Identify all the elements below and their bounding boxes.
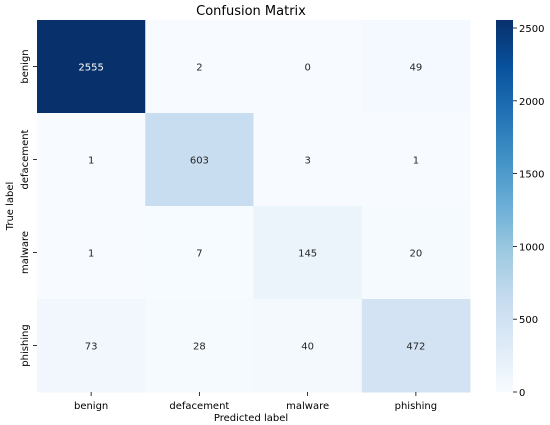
cell-value-label: 2 [196,63,202,74]
cell-value-label: 28 [193,342,206,353]
x-tick-label: malware [286,401,329,412]
cell-value-label: 1 [88,156,94,167]
y-tick-labels: benign defacement malware phishing [20,49,37,367]
heatmap-cell [253,113,363,207]
heatmap-cell [37,206,146,300]
chart-title: Confusion Matrix [196,4,306,19]
heatmap-cell [253,206,363,300]
cell-value-label: 40 [301,342,314,353]
colorbar-tick-label: 1000 [519,242,544,253]
heatmap-cell [145,299,254,393]
heatmap-cell [361,206,471,300]
heatmap-cell [37,113,146,207]
cell-value-label: 20 [410,249,423,260]
y-tick-label: malware [20,231,31,274]
colorbar-tick-label: 2500 [519,24,544,35]
y-tick-label: phishing [20,324,31,366]
cell-value-label: 3 [304,156,310,167]
x-tick-label: defacement [169,401,229,412]
cell-value-label: 1 [88,249,94,260]
cell-value-label: 7 [196,249,202,260]
cell-value-label: 2555 [78,63,103,74]
heatmap-cell [37,20,146,114]
colorbar [496,20,513,392]
x-tick-labels: benign defacement malware phishing [74,392,437,412]
heatmap-cell [37,299,146,393]
colorbar-tick-label: 1500 [519,170,544,181]
y-tick-label: defacement [20,129,31,189]
x-tick-label: phishing [395,401,437,412]
cell-value-label: 49 [410,63,423,74]
cell-value-label: 603 [190,156,209,167]
heatmap-cell [145,113,254,207]
colorbar-ticks: 0 500 1000 1500 2000 2500 [513,24,544,399]
cell-value-label: 145 [298,249,317,260]
heatmap-cell [145,206,254,300]
colorbar-tick-label: 2000 [519,97,544,108]
cell-value-label: 73 [85,342,98,353]
cell-value-label: 0 [304,63,310,74]
colorbar-tick-label: 0 [519,388,525,399]
cell-value-label: 472 [406,342,425,353]
cell-value-label: 1 [413,156,419,167]
heatmap-cell [145,20,254,114]
x-tick-label: benign [74,401,108,412]
heatmap-cell [361,113,471,207]
heatmap-cell [361,20,471,114]
heatmap-cell [253,299,363,393]
heatmap-cell [361,299,471,393]
x-axis-label: Predicted label [214,413,288,424]
y-axis-label: True label [5,182,16,232]
colorbar-tick-label: 500 [519,315,538,326]
heatmap-cell [253,20,363,114]
y-tick-label: benign [20,49,31,83]
heatmap-cells [37,20,471,393]
